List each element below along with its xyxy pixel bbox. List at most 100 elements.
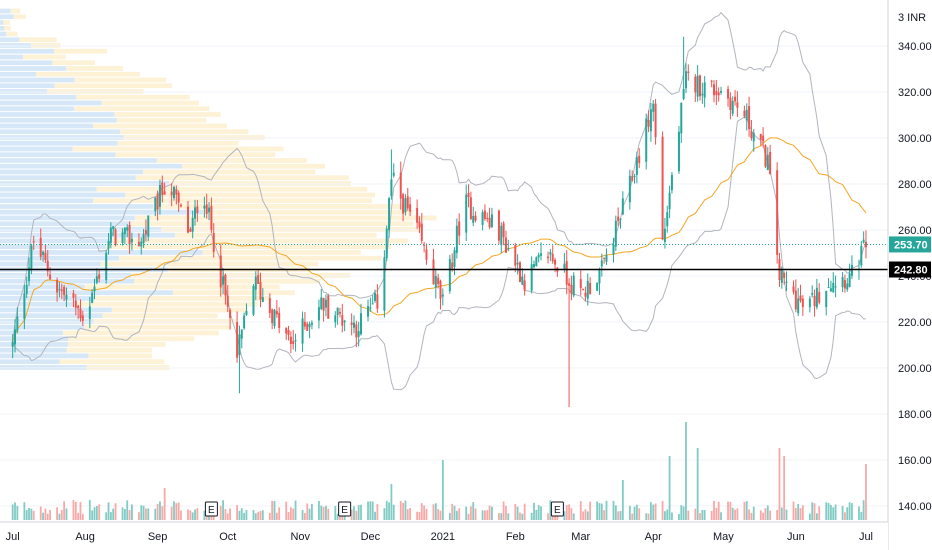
candle-body bbox=[486, 218, 489, 220]
vp-yellow-bar bbox=[72, 146, 284, 152]
volume-bar bbox=[572, 513, 575, 520]
volume-bar bbox=[180, 510, 182, 520]
y-tick-label: 280.00 bbox=[898, 179, 932, 191]
vp-yellow-bar bbox=[115, 152, 276, 158]
volume-bar bbox=[261, 510, 264, 520]
volume-bar bbox=[44, 508, 47, 520]
vp-blue-bar bbox=[0, 158, 157, 163]
volume-bar bbox=[11, 504, 14, 520]
x-tick-label: Jul bbox=[6, 531, 20, 543]
vp-blue-bar bbox=[0, 83, 55, 89]
volume-bar bbox=[369, 501, 372, 520]
volume-bar bbox=[860, 511, 863, 520]
vp-yellow-bar bbox=[74, 77, 167, 83]
vp-yellow-bar bbox=[119, 255, 382, 261]
volume-bar bbox=[325, 505, 327, 520]
volume-bar bbox=[502, 501, 505, 520]
vp-yellow-bar bbox=[101, 100, 199, 106]
candle-body bbox=[680, 102, 683, 134]
candle-body bbox=[383, 257, 386, 311]
candle-body bbox=[633, 176, 636, 178]
vp-yellow-bar bbox=[114, 112, 221, 117]
x-tick-label: Aug bbox=[75, 531, 95, 543]
earnings-event-marker[interactable]: E bbox=[338, 501, 352, 517]
candle-body bbox=[554, 259, 557, 265]
volume-bar bbox=[598, 503, 601, 520]
volume-bar bbox=[112, 508, 115, 520]
candle-body bbox=[170, 191, 173, 196]
volume-bar bbox=[865, 464, 867, 520]
volume-bar bbox=[353, 506, 355, 520]
vp-yellow-bar bbox=[66, 347, 152, 353]
volume-bar bbox=[451, 503, 454, 520]
candle-body bbox=[292, 340, 295, 344]
candle-body bbox=[210, 205, 213, 230]
volume-bar bbox=[399, 501, 402, 520]
candle-body bbox=[95, 276, 98, 283]
earnings-event-marker[interactable]: E bbox=[204, 501, 218, 517]
vp-blue-bar bbox=[0, 175, 136, 181]
vp-blue-bar bbox=[0, 307, 112, 313]
volume-bar bbox=[392, 504, 395, 520]
volume-bar bbox=[734, 509, 736, 520]
volume-bar bbox=[285, 501, 288, 520]
volume-bar bbox=[46, 513, 49, 520]
volume-bar bbox=[764, 508, 767, 520]
candle-body bbox=[72, 293, 75, 298]
vp-blue-bar bbox=[0, 353, 89, 359]
candle-body bbox=[172, 187, 175, 199]
vp-blue-bar bbox=[0, 163, 183, 169]
candle-body bbox=[834, 286, 837, 288]
volume-bar bbox=[259, 510, 262, 520]
candle-body bbox=[668, 192, 671, 210]
candle-body bbox=[832, 282, 835, 293]
candle-body bbox=[287, 330, 290, 336]
volume-bar bbox=[229, 508, 231, 520]
volume-bar bbox=[289, 507, 292, 520]
volume-bar bbox=[79, 501, 82, 520]
volume-bar bbox=[818, 506, 821, 520]
candle-body bbox=[420, 223, 423, 241]
candle-body bbox=[776, 170, 779, 255]
volume-bar bbox=[385, 500, 388, 520]
volume-bar bbox=[687, 510, 690, 520]
candle-body bbox=[729, 97, 732, 110]
candle-body bbox=[752, 132, 755, 142]
volume-bar bbox=[320, 505, 323, 520]
volume-bar bbox=[612, 500, 615, 520]
y-tick-label: 180.00 bbox=[898, 409, 932, 421]
candle-body bbox=[399, 172, 402, 199]
volume-bar bbox=[203, 510, 206, 520]
volume-bar bbox=[147, 508, 150, 520]
vp-yellow-bar bbox=[74, 106, 210, 112]
earnings-event-marker[interactable]: E bbox=[550, 501, 564, 517]
horizontal-line[interactable] bbox=[0, 243, 888, 271]
candle-body bbox=[360, 313, 363, 335]
candle-body bbox=[224, 274, 227, 296]
vp-yellow-bar bbox=[19, 37, 57, 43]
candle-body bbox=[357, 331, 360, 337]
volume-bar bbox=[222, 500, 224, 520]
y-tick-label: 320.00 bbox=[898, 87, 932, 99]
candle-body bbox=[841, 277, 844, 288]
vp-blue-bar bbox=[0, 324, 85, 330]
x-tick-label: Sep bbox=[148, 531, 168, 543]
time-axis[interactable]: Jul Aug Sep Oct Nov Dec 2021 Feb Mar Apr May Jun Jul bbox=[0, 521, 888, 550]
candle-body bbox=[565, 261, 568, 285]
volume-bar bbox=[488, 505, 491, 520]
volume-bar bbox=[547, 513, 549, 520]
volume-bar bbox=[523, 503, 526, 520]
volume-bar bbox=[238, 510, 241, 520]
price-axis[interactable]: 3 INR340.00320.00300.00280.00260.00240.0… bbox=[887, 0, 932, 550]
volume-bar bbox=[432, 504, 435, 520]
candle-body bbox=[44, 252, 47, 261]
candle-body bbox=[827, 287, 830, 289]
volume-bar bbox=[257, 512, 260, 520]
volume-bar bbox=[308, 508, 311, 520]
x-tick-label: Apr bbox=[645, 531, 662, 543]
candle-body bbox=[764, 145, 767, 167]
volume-bar bbox=[81, 513, 84, 520]
volume-bar bbox=[710, 510, 713, 520]
